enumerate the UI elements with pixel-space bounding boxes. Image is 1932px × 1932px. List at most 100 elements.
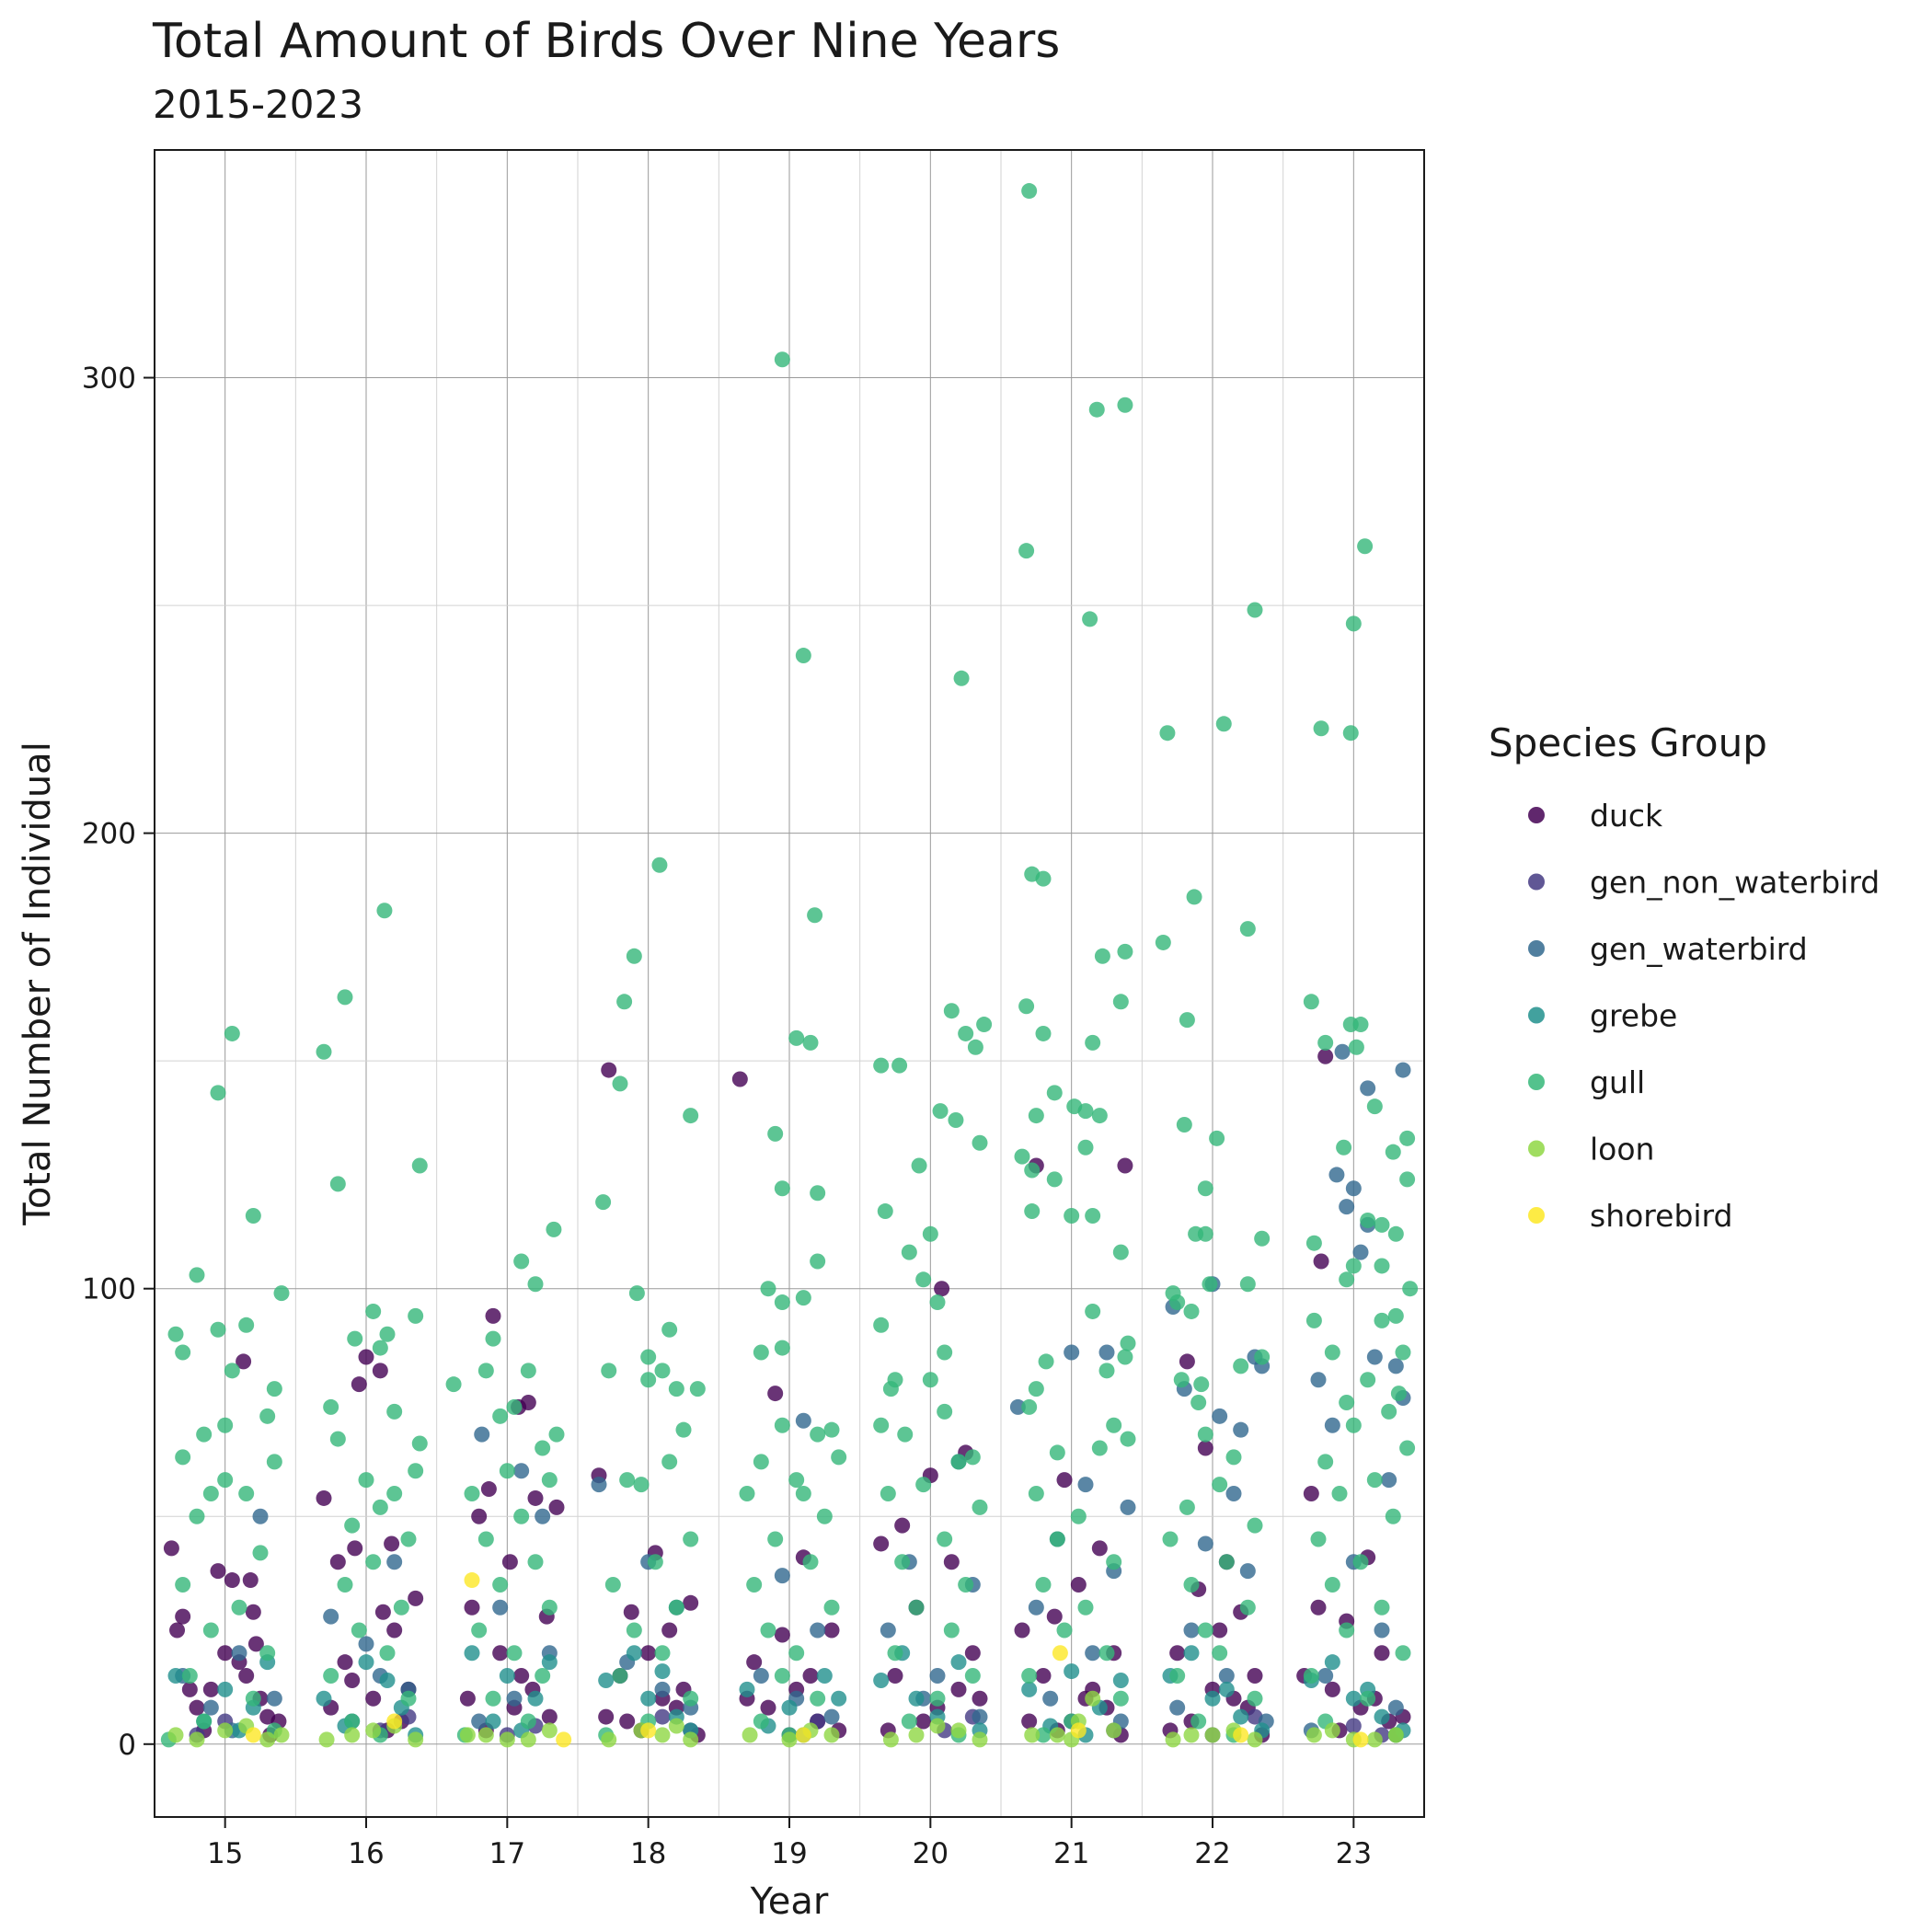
data-point-gull [1018,998,1035,1015]
data-point-gull [767,1125,784,1142]
data-point-grebe [1183,1645,1200,1662]
data-point-gen_waterbird [774,1568,790,1584]
data-point-gen_waterbird [1183,1622,1200,1639]
data-point-gen_waterbird [1085,1645,1101,1662]
data-point-duck [601,1062,617,1078]
data-point-grebe [1204,1690,1221,1707]
data-point-gull [1336,1139,1352,1156]
legend-item-loon: loon [1528,1132,1654,1167]
data-point-gull [753,1713,769,1730]
data-point-gull [1077,1599,1094,1616]
data-point-gull [953,670,970,686]
data-point-duck [1021,1713,1038,1730]
data-point-gen_waterbird [1360,1080,1376,1097]
data-point-gull [1374,1258,1390,1274]
data-point-gull [760,1281,776,1297]
data-point-gull [795,1485,811,1501]
data-point-gull [1225,1449,1242,1466]
data-point-gull [810,1253,826,1270]
data-point-duck [943,1554,960,1570]
data-point-duck [1179,1353,1195,1370]
data-point-gull [513,1508,530,1524]
data-point-gull [1197,1426,1213,1443]
data-point-duck [384,1535,400,1552]
data-point-gull [1183,1577,1200,1593]
data-point-gen_waterbird [1324,1417,1340,1433]
data-point-duck [934,1281,950,1297]
data-point-gen_waterbird [823,1708,840,1725]
data-point-shorebird [386,1713,403,1730]
x-tick-label: 23 [1336,1837,1372,1870]
data-point-gull [464,1485,480,1501]
data-point-gull [445,1376,462,1393]
data-point-duck [347,1540,363,1557]
data-point-gull [922,1225,938,1242]
data-point-grebe [626,1645,642,1662]
data-point-loon [1106,1722,1122,1739]
data-point-duck [386,1622,403,1639]
data-point-gull [1366,1098,1383,1115]
data-point-gull [908,1599,925,1616]
data-point-gull [1098,1645,1115,1662]
data-point-loon [1324,1722,1340,1739]
data-point-gull [1387,1307,1404,1324]
data-point-gull [238,1317,255,1333]
data-point-gull [189,1267,205,1283]
data-point-gull [217,1417,234,1433]
data-point-gull [527,1276,544,1293]
legend-item-gull: gull [1528,1064,1645,1100]
data-point-gull [948,1112,964,1129]
data-point-duck [623,1604,639,1620]
data-point-gull [1305,1235,1322,1251]
data-point-gull [1169,1668,1186,1685]
data-point-gull [1035,1577,1052,1593]
data-point-duck [210,1563,226,1580]
data-point-loon [1165,1731,1181,1748]
data-point-gen_waterbird [1028,1599,1044,1616]
data-point-gull [877,1203,893,1220]
data-point-gull [365,1303,382,1319]
data-point-gull [1233,1358,1249,1374]
data-point-gull [753,1454,769,1470]
data-point-gull [196,1426,213,1443]
data-point-gull [1381,1403,1397,1420]
data-point-gull [408,1463,424,1479]
data-point-duck [823,1622,840,1639]
data-point-gull [1176,1116,1192,1133]
data-point-loon [1366,1731,1383,1748]
data-point-grebe [167,1668,184,1685]
data-point-gen_waterbird [1352,1244,1369,1260]
data-point-grebe [950,1654,967,1671]
data-point-gull [616,994,633,1010]
data-point-gull [807,907,823,924]
legend-marker [1528,1140,1545,1157]
data-point-gull [175,1344,191,1361]
data-point-gull [1056,1622,1073,1639]
legend-label: grebe [1590,998,1677,1034]
legend-label: shorebird [1590,1198,1733,1234]
data-point-gull [1082,611,1098,627]
data-point-gen_waterbird [1310,1372,1327,1388]
data-point-duck [950,1681,967,1697]
legend-marker [1528,873,1545,891]
data-point-duck [1310,1599,1327,1616]
data-point-gull [1385,1508,1401,1524]
data-point-gull [943,1622,960,1639]
data-point-duck [242,1572,259,1589]
data-point-gull [386,1485,403,1501]
data-point-gull [513,1253,530,1270]
data-point-gull [873,1057,890,1074]
data-point-gull [1197,1180,1213,1197]
data-point-grebe [1345,1690,1362,1707]
series-gull [160,183,1419,1748]
data-point-gull [746,1577,763,1593]
data-point-gull [1085,1207,1101,1224]
data-point-gull [1021,1398,1038,1415]
data-point-gull [231,1599,247,1616]
data-point-gull [1162,1531,1179,1547]
data-point-duck [344,1672,361,1688]
data-point-gull [774,1294,790,1311]
data-point-gull [1112,994,1129,1010]
data-point-grebe [1218,1681,1235,1697]
